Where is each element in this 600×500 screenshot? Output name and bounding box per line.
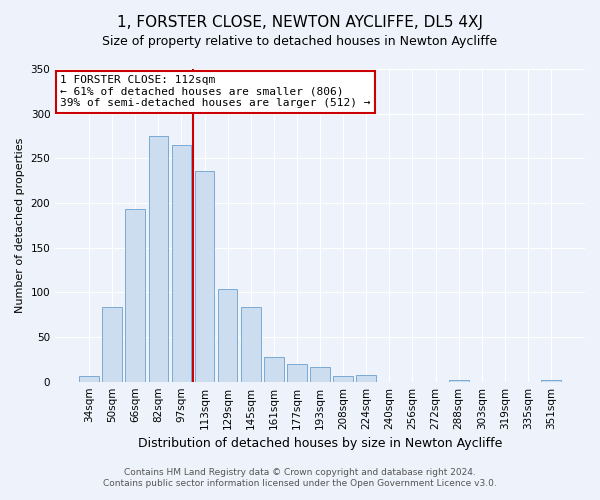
- Bar: [310, 368, 330, 382]
- Y-axis label: Number of detached properties: Number of detached properties: [15, 138, 25, 313]
- Bar: [218, 289, 238, 382]
- Text: 1, FORSTER CLOSE, NEWTON AYCLIFFE, DL5 4XJ: 1, FORSTER CLOSE, NEWTON AYCLIFFE, DL5 4…: [117, 15, 483, 30]
- Bar: [195, 171, 214, 382]
- Bar: [356, 374, 376, 382]
- Bar: [149, 136, 168, 382]
- Bar: [125, 210, 145, 382]
- Text: Size of property relative to detached houses in Newton Aycliffe: Size of property relative to detached ho…: [103, 35, 497, 48]
- Bar: [449, 380, 469, 382]
- Bar: [172, 145, 191, 382]
- X-axis label: Distribution of detached houses by size in Newton Aycliffe: Distribution of detached houses by size …: [138, 437, 502, 450]
- Bar: [264, 356, 284, 382]
- Bar: [241, 306, 260, 382]
- Bar: [103, 306, 122, 382]
- Bar: [334, 376, 353, 382]
- Bar: [287, 364, 307, 382]
- Text: Contains HM Land Registry data © Crown copyright and database right 2024.
Contai: Contains HM Land Registry data © Crown c…: [103, 468, 497, 487]
- Bar: [79, 376, 99, 382]
- Text: 1 FORSTER CLOSE: 112sqm
← 61% of detached houses are smaller (806)
39% of semi-d: 1 FORSTER CLOSE: 112sqm ← 61% of detache…: [61, 76, 371, 108]
- Bar: [541, 380, 561, 382]
